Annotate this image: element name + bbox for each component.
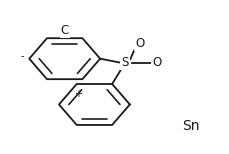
Text: Sn: Sn [181, 119, 198, 133]
Text: S: S [121, 56, 128, 69]
Text: +: + [74, 89, 82, 99]
Text: O: O [152, 56, 161, 69]
Text: -: - [21, 51, 24, 61]
Text: O: O [135, 37, 144, 50]
Text: C: C [60, 24, 68, 37]
